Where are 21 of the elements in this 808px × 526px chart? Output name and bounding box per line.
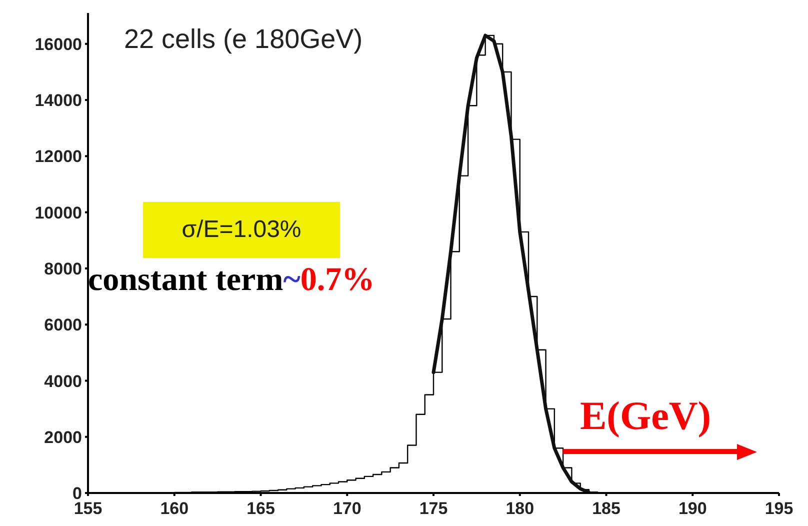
x-tick-label: 185 [592, 499, 620, 518]
y-tick-label: 6000 [44, 316, 82, 335]
x-tick-label: 165 [246, 499, 275, 518]
annotation: σ/E=1.03% [182, 216, 302, 244]
y-tick-label: 8000 [44, 259, 82, 278]
y-tick-label: 2000 [44, 428, 82, 447]
annotation: constant term~0.7% [88, 262, 375, 298]
x-tick-label: 180 [506, 499, 534, 518]
y-tick-label: 10000 [34, 203, 82, 222]
y-tick-label: 14000 [34, 91, 82, 110]
x-tick-label: 175 [419, 499, 448, 518]
y-tick-label: 16000 [34, 34, 82, 54]
y-tick-label: 4000 [44, 372, 82, 391]
label-box: σ/E=1.03% [143, 202, 340, 258]
x-tick-label: 170 [332, 499, 362, 518]
annotation: 22 cells (e 180GeV) [124, 24, 363, 55]
x-tick-label: 160 [160, 499, 189, 518]
x-tick-label: 190 [678, 499, 707, 518]
x-tick-label: 195 [764, 499, 794, 518]
x-axis-title: E(GeV) [580, 392, 712, 439]
y-tick-label: 12000 [34, 147, 82, 166]
